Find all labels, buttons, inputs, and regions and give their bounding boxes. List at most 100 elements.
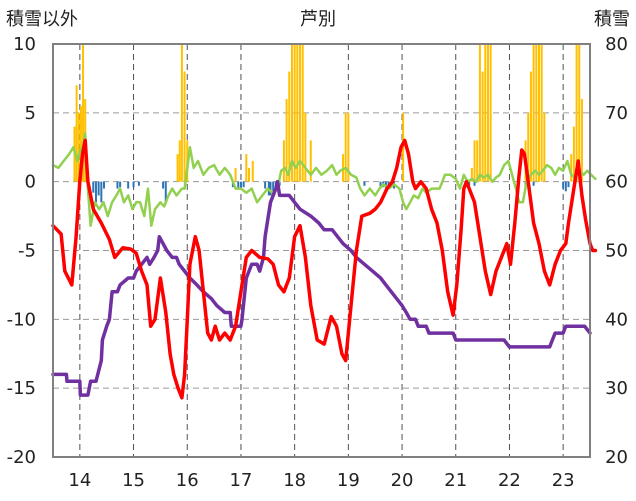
bar xyxy=(178,140,181,182)
right-axis-label: 積雪 xyxy=(594,9,630,30)
bar xyxy=(127,181,130,189)
bar xyxy=(97,181,100,196)
red-series-line xyxy=(51,138,598,400)
bar xyxy=(578,44,581,182)
bar xyxy=(234,167,237,182)
bar xyxy=(481,71,484,182)
bar xyxy=(476,140,479,182)
bar xyxy=(532,44,535,182)
bar xyxy=(299,44,302,182)
y-right-tick-label: 80 xyxy=(605,34,628,55)
bar xyxy=(251,161,254,182)
x-tick-label: 23 xyxy=(552,470,575,491)
bar xyxy=(282,140,285,182)
bar xyxy=(290,44,293,182)
bar xyxy=(484,44,487,182)
bar xyxy=(239,181,242,190)
chart-title: 芦別 xyxy=(300,9,336,30)
bar xyxy=(363,181,366,186)
purple-series-line xyxy=(51,179,592,397)
bar xyxy=(567,181,570,188)
bar xyxy=(379,181,382,189)
bar xyxy=(478,44,481,182)
bar xyxy=(183,71,186,182)
left-axis-label: 積雪以外 xyxy=(6,9,78,30)
y-left-tick-label: 10 xyxy=(13,34,36,55)
bar xyxy=(529,71,532,182)
bar xyxy=(162,181,165,189)
bar xyxy=(486,44,489,182)
bar xyxy=(176,154,179,182)
bar xyxy=(272,181,275,192)
y-left-tick-label: -10 xyxy=(7,309,36,330)
bar xyxy=(180,44,183,182)
bar xyxy=(473,181,476,186)
bar xyxy=(304,112,307,182)
green-series-line xyxy=(51,132,597,227)
bar xyxy=(75,85,78,182)
bar xyxy=(468,181,471,186)
bar xyxy=(79,105,82,182)
bar xyxy=(116,181,119,189)
bar xyxy=(293,44,296,182)
bar xyxy=(572,126,575,182)
y-left-tick-label: -5 xyxy=(18,241,36,262)
x-tick-label: 16 xyxy=(176,470,199,491)
bar xyxy=(564,181,567,192)
bar xyxy=(285,99,288,182)
bar xyxy=(100,181,103,203)
bar xyxy=(580,99,583,182)
bar xyxy=(237,181,240,189)
bar xyxy=(77,112,80,182)
bar xyxy=(103,181,106,189)
x-tick-label: 20 xyxy=(391,470,414,491)
x-tick-label: 15 xyxy=(122,470,145,491)
bar xyxy=(92,181,95,193)
plot-area xyxy=(53,44,590,457)
bar xyxy=(473,140,476,182)
bar xyxy=(341,154,344,182)
y-left-tick-label: -15 xyxy=(7,378,36,399)
plot-frame xyxy=(52,43,591,458)
bar xyxy=(296,44,299,182)
bar xyxy=(301,44,304,182)
bar xyxy=(570,154,573,182)
bar xyxy=(248,167,251,182)
x-tick-label: 18 xyxy=(283,470,306,491)
bar xyxy=(82,44,85,182)
bar xyxy=(537,44,540,182)
y-right-tick-label: 20 xyxy=(605,447,628,468)
tick-layer: 14 15 16 17 18 19 20 21 22 23 10 80 5 70 0 60 -5 50 -10 40 -… xyxy=(7,34,628,491)
bar xyxy=(164,181,167,203)
bar xyxy=(402,112,405,182)
bar xyxy=(543,112,546,182)
line-layer xyxy=(51,132,598,400)
bar xyxy=(137,181,140,186)
y-left-tick-label: -20 xyxy=(7,447,36,468)
bar-layer xyxy=(73,44,583,203)
x-tick-label: 22 xyxy=(498,470,521,491)
x-tick-label: 19 xyxy=(337,470,360,491)
bar xyxy=(242,181,245,188)
y-left-tick-label: 0 xyxy=(25,172,36,193)
x-tick-label: 14 xyxy=(68,470,91,491)
bar xyxy=(264,181,267,189)
bar xyxy=(489,44,492,182)
x-tick-label: 17 xyxy=(229,470,252,491)
bar xyxy=(132,181,135,188)
bar xyxy=(344,112,347,182)
bar xyxy=(562,181,565,189)
bar xyxy=(540,44,543,182)
y-right-tick-label: 70 xyxy=(605,103,628,124)
y-right-tick-label: 30 xyxy=(605,378,628,399)
bar xyxy=(119,181,122,188)
bar xyxy=(527,112,530,182)
bar xyxy=(470,167,473,182)
y-right-tick-label: 50 xyxy=(605,241,628,262)
bar xyxy=(347,112,350,182)
bar xyxy=(269,181,272,196)
bar xyxy=(245,154,248,182)
y-right-tick-label: 60 xyxy=(605,172,628,193)
bar xyxy=(288,71,291,182)
